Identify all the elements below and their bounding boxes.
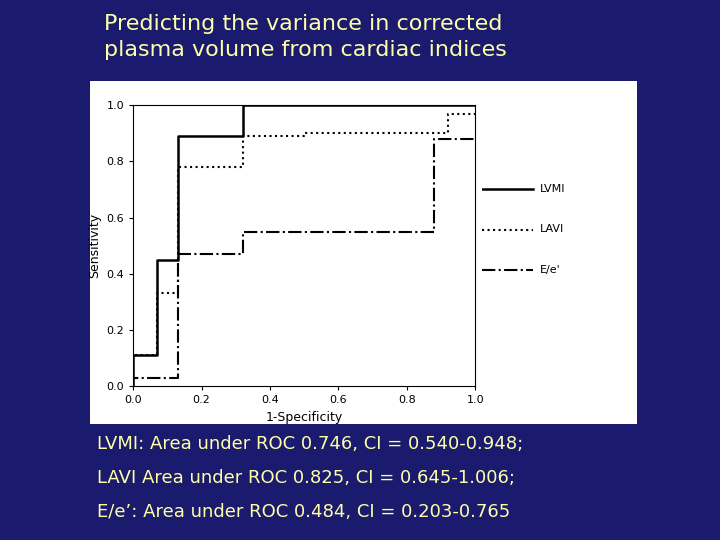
Text: LAVI: LAVI [540,225,564,234]
E/e' [129,383,138,389]
LVMI [153,352,161,359]
LVMI [444,102,452,109]
LAVI [238,164,247,170]
LAVI [174,164,182,170]
E/e' [238,251,247,258]
LAVI [174,290,182,296]
Text: LVMI: LVMI [540,184,565,194]
LVMI [471,102,480,109]
Text: E/e': E/e' [540,265,561,275]
E/e' [471,136,480,142]
LVMI [238,102,247,109]
Text: E/e’: Area under ROC 0.484, CI = 0.203-0.765: E/e’: Area under ROC 0.484, CI = 0.203-0… [97,503,510,521]
E/e' [351,228,360,235]
LAVI [129,383,138,389]
LAVI [300,133,308,139]
LAVI [129,352,138,359]
LAVI [153,290,161,296]
Text: plasma volume from cardiac indices: plasma volume from cardiac indices [104,40,508,60]
E/e' [351,228,360,235]
LVMI [238,133,247,139]
Line: LAVI: LAVI [133,114,475,386]
LAVI [300,130,308,137]
E/e' [430,136,438,142]
LVMI [129,383,138,389]
LVMI [174,133,182,139]
Text: LVMI: Area under ROC 0.746, CI = 0.540-0.948;: LVMI: Area under ROC 0.746, CI = 0.540-0… [97,435,523,453]
E/e' [238,228,247,235]
LAVI [444,130,452,137]
LVMI [153,256,161,263]
LAVI [238,133,247,139]
LAVI [153,352,161,359]
LVMI [444,102,452,109]
E/e' [174,374,182,381]
LVMI [174,256,182,263]
LVMI [129,352,138,359]
Line: E/e': E/e' [133,139,475,386]
Text: LAVI Area under ROC 0.825, CI = 0.645-1.006;: LAVI Area under ROC 0.825, CI = 0.645-1.… [97,469,516,487]
Y-axis label: Sensitivity: Sensitivity [88,213,101,278]
LAVI [444,111,452,117]
E/e' [129,374,138,381]
X-axis label: 1-Specificity: 1-Specificity [266,411,343,424]
Text: Predicting the variance in corrected: Predicting the variance in corrected [104,14,503,33]
E/e' [174,251,182,258]
Line: LVMI: LVMI [133,105,475,386]
E/e' [430,228,438,235]
LAVI [471,111,480,117]
